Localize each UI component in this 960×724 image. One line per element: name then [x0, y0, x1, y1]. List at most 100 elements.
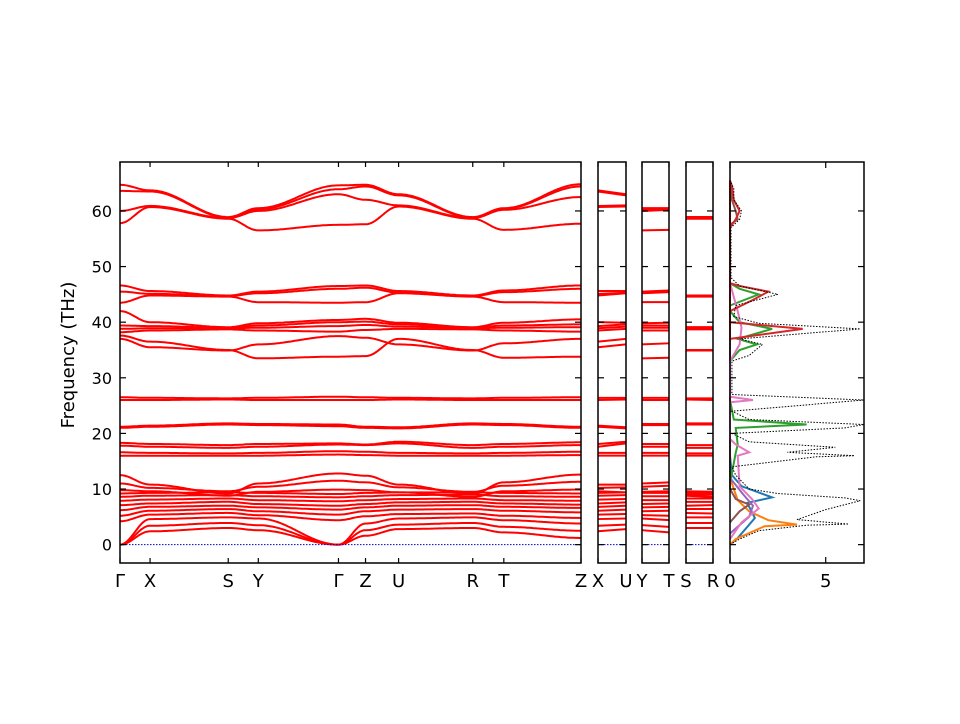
x-tick-label: S	[223, 571, 234, 592]
segment-band-mid-3	[597, 442, 627, 448]
dos-series-partial-2	[729, 477, 798, 546]
band-line-acoustic-2	[119, 522, 581, 546]
axes-frame-4	[729, 161, 865, 564]
band-line-high-5	[120, 320, 581, 329]
segment-band-mid-4	[597, 440, 627, 445]
band-line-acoustic-3	[119, 516, 581, 546]
segment-band-acoustic-1	[641, 529, 670, 534]
segment-band-acoustic-2	[597, 523, 627, 527]
y-tick-label: 40	[92, 313, 112, 332]
segment-band-top-4	[597, 189, 627, 196]
axes-frames	[119, 161, 865, 564]
dos-series-partial-3	[729, 282, 807, 484]
segment-band-optic-lo-9	[641, 481, 670, 485]
segment-band-mid-6	[597, 424, 627, 429]
band-line-mid-6	[120, 422, 581, 429]
segment-band-top-3	[597, 190, 627, 197]
segment-band-mid-5	[597, 425, 627, 430]
segment-band-optic-lo-10	[641, 484, 670, 488]
x-tick-label: Γ	[333, 571, 343, 592]
segment-band-high-8	[597, 291, 627, 295]
x-tick-label: R	[707, 571, 720, 592]
segment-band-top-2	[597, 204, 627, 207]
segment-band-top-1	[597, 205, 627, 209]
segment-band-optic-lo-9	[685, 492, 714, 496]
band-line-top-4	[119, 183, 582, 219]
dos-layer	[729, 180, 865, 546]
band-line-optic-lo-8	[119, 488, 581, 498]
y-tick-label: 50	[92, 258, 112, 277]
segment-band-optic-lo-8	[597, 490, 627, 494]
segment-band-high-1	[597, 343, 627, 349]
band-line-high-1	[120, 335, 581, 352]
band-line-acoustic-1	[119, 527, 581, 546]
band-structure-layer	[119, 183, 714, 546]
y-tick-label: 20	[92, 424, 112, 443]
tick-marks	[119, 162, 864, 563]
segment-band-optic-lo-1	[597, 513, 627, 516]
segment-band-optic-lo-10	[685, 490, 714, 493]
band-line-top-2	[120, 193, 582, 220]
y-tick-label: 30	[92, 369, 112, 388]
band-line-optic-lo-2	[120, 508, 581, 517]
segment-band-optic-lo-1	[641, 514, 670, 517]
axes-frame-2	[641, 161, 670, 564]
band-line-optic-lo-5	[120, 497, 581, 503]
x-tick-label: T	[663, 571, 676, 592]
x-tick-label: S	[680, 571, 691, 592]
segment-band-optic-lo-3	[685, 504, 714, 507]
segment-band-high-9	[641, 289, 670, 293]
dos-series-partial-1	[729, 455, 776, 546]
band-line-mid-2	[120, 450, 581, 455]
y-axis-label: Frequency (THz)	[58, 282, 79, 429]
segment-band-optic-lo-6	[597, 494, 627, 497]
y-tick-label: 60	[92, 202, 112, 221]
axes-frame-3	[685, 161, 714, 564]
x-tick-label: U	[619, 571, 632, 592]
axes-frame-1	[597, 161, 627, 564]
axes-frame-0	[119, 161, 582, 564]
x-tick-label: Γ	[115, 571, 125, 592]
band-line-optic-lo-1	[119, 511, 582, 523]
band-line-mid-8	[120, 395, 581, 400]
segment-band-optic-lo-8	[685, 494, 714, 498]
segment-band-high-2	[641, 356, 670, 360]
segment-band-optic-lo-4	[597, 501, 627, 505]
segment-band-optic-lo-8	[641, 490, 670, 493]
segment-band-optic-lo-4	[641, 502, 670, 506]
dos-x-tick-label: 5	[820, 571, 831, 592]
x-tick-label: T	[497, 571, 510, 592]
band-line-mid-1	[120, 453, 581, 457]
band-line-optic-lo-4	[119, 500, 581, 507]
band-line-mid-7	[120, 398, 581, 401]
segment-band-high-4	[597, 325, 627, 330]
band-line-high-8	[120, 286, 581, 297]
segment-band-top-1	[641, 228, 670, 232]
x-tick-label: U	[392, 571, 405, 592]
segment-band-acoustic-3	[641, 517, 670, 522]
x-tick-label: Z	[359, 571, 371, 592]
segment-band-high-3	[597, 327, 627, 332]
segment-band-optic-lo-2	[641, 509, 670, 513]
band-line-optic-lo-10	[120, 479, 581, 493]
segment-band-high-6	[641, 321, 670, 325]
segment-band-high-2	[597, 337, 627, 343]
segment-band-optic-lo-2	[597, 508, 627, 512]
segment-band-optic-lo-3	[641, 505, 670, 509]
band-line-high-6	[119, 310, 581, 329]
segment-band-optic-lo-5	[597, 498, 627, 501]
band-line-mid-5	[119, 423, 582, 430]
segment-band-mid-7	[597, 398, 627, 402]
segment-band-mid-7	[685, 398, 714, 402]
band-line-optic-lo-3	[119, 504, 581, 512]
segment-band-high-1	[641, 342, 670, 346]
dos-x-tick-label: 0	[724, 571, 735, 592]
y-tick-label: 0	[102, 536, 112, 555]
band-line-optic-lo-6	[120, 493, 581, 499]
segment-band-acoustic-3	[597, 517, 627, 521]
y-tick-label: 10	[92, 480, 112, 499]
band-line-high-2	[119, 334, 581, 360]
